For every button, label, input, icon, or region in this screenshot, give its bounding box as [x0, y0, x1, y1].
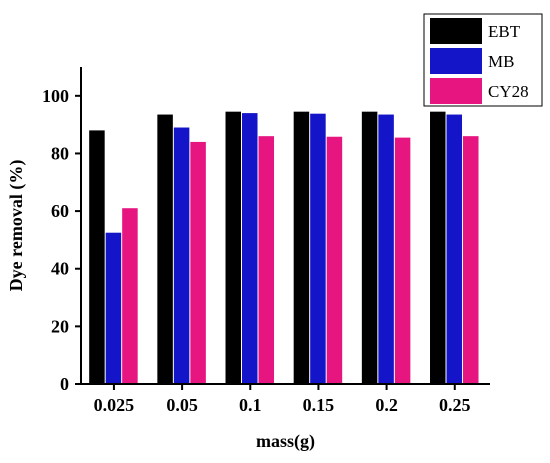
legend-label-cy28: CY28: [488, 82, 529, 101]
legend-swatch-cy28: [430, 78, 482, 104]
legend-swatch-ebt: [430, 18, 482, 44]
y-tick-label: 100: [42, 86, 69, 106]
x-tick-label: 0.25: [439, 395, 471, 415]
y-tick-label: 0: [60, 374, 69, 394]
bar-ebt-0-25: [430, 111, 446, 384]
legend-item-cy28: CY28: [430, 78, 529, 104]
x-axis-label: mass(g): [256, 431, 315, 452]
bar-cy28-0-25: [463, 136, 479, 384]
x-tick-label: 0.2: [375, 395, 398, 415]
bar-cy28-0-025: [122, 208, 138, 384]
x-tick-label: 0.025: [94, 395, 135, 415]
bar-mb-0-15: [310, 113, 326, 384]
y-axis-ticks: 0 20 40 60 80 100: [42, 86, 81, 394]
legend: EBT MB CY28: [423, 13, 543, 107]
plot-area: [89, 111, 479, 385]
bar-ebt-0-025: [89, 130, 105, 384]
bar-ebt-0-2: [361, 111, 378, 384]
y-tick-label: 60: [51, 201, 69, 221]
legend-item-ebt: EBT: [430, 18, 521, 44]
x-tick-label: 0.05: [166, 395, 198, 415]
y-tick-label: 40: [51, 259, 69, 279]
legend-swatch-mb: [430, 48, 482, 74]
bar-ebt-0-15: [293, 111, 310, 384]
bar-cy28-0-1: [258, 136, 275, 384]
bar-mb-0-1: [242, 113, 258, 384]
y-axis-label: Dye removal (%): [6, 160, 27, 292]
bar-mb-0-025: [105, 232, 122, 384]
bar-mb-0-05: [173, 127, 190, 384]
x-tick-label: 0.15: [303, 395, 335, 415]
legend-label-ebt: EBT: [488, 22, 521, 41]
bar-mb-0-2: [378, 114, 394, 385]
legend-item-mb: MB: [430, 48, 514, 74]
x-axis-ticks: 0.025 0.05 0.1 0.15 0.2 0.25: [94, 384, 471, 415]
x-tick-label: 0.1: [239, 395, 262, 415]
y-tick-label: 20: [51, 316, 69, 336]
bar-cy28-0-15: [326, 136, 343, 384]
bar-cy28-0-05: [190, 141, 206, 384]
bar-mb-0-25: [446, 114, 463, 385]
legend-label-mb: MB: [488, 52, 514, 71]
bar-cy28-0-2: [394, 137, 411, 384]
y-tick-label: 80: [51, 143, 69, 163]
bar-ebt-0-05: [157, 114, 173, 385]
bar-ebt-0-1: [225, 111, 242, 384]
